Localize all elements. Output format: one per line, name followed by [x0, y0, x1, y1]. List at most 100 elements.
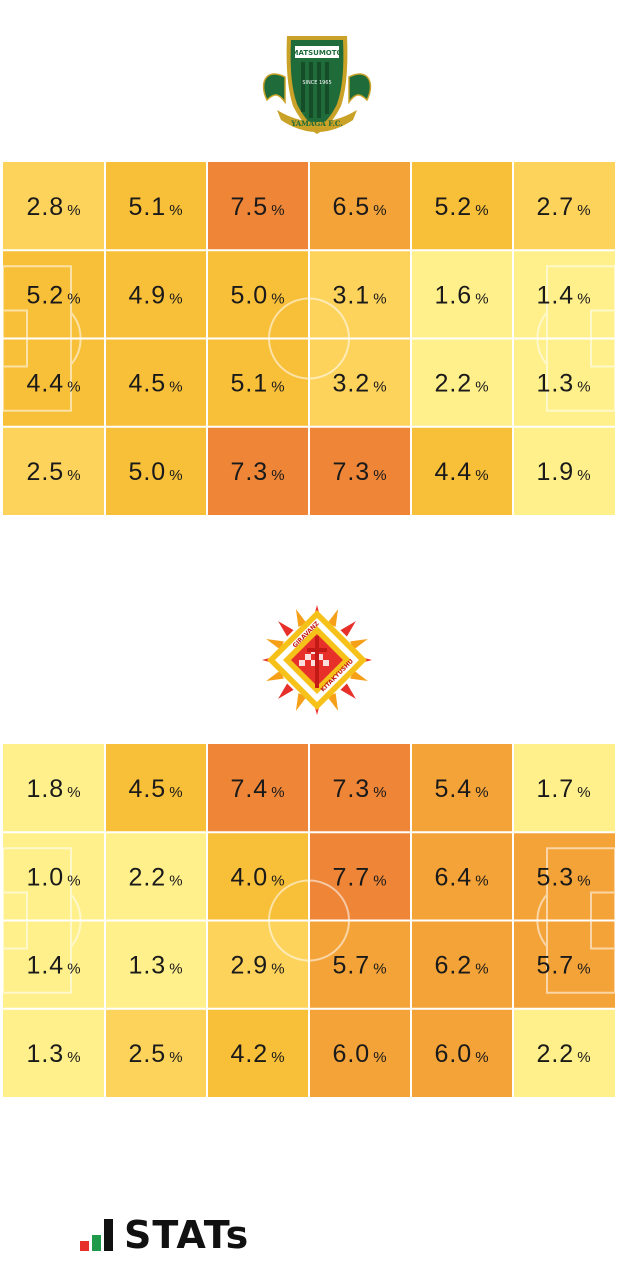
heatmap-cell [207, 1008, 309, 1097]
heatmap-cell-label: 6.0% [434, 1040, 489, 1068]
heatmap-cell [105, 162, 207, 251]
heatmap-cell-label: 2.2% [536, 1040, 591, 1068]
heatmap-cell [3, 338, 105, 427]
heatmap-cell-unit: % [475, 961, 489, 978]
heatmap-cell-unit: % [373, 961, 387, 978]
heatmap-team-1: 2.8% 5.1% 7.5% 6.5% 5.2% 2.7% 5.2% 4.9% 5.0% 3.1%… [3, 162, 615, 515]
crest-sun-ray [277, 683, 294, 699]
heatmap-cell-unit: % [271, 784, 285, 801]
heatmap-cell [513, 426, 615, 515]
heatmap-cell [411, 162, 513, 251]
heatmap-cell-unit: % [271, 872, 285, 889]
heatmap-cell-unit: % [475, 379, 489, 396]
heatmap-cell [411, 250, 513, 339]
heatmap-cell [411, 338, 513, 427]
crest-sun-ray [295, 609, 307, 627]
heatmap-cell-unit: % [373, 290, 387, 307]
giravanz-kitakyushu-crest-icon: GIRAVANZ KITAKYUSHU [261, 605, 372, 715]
heatmap-cell [105, 920, 207, 1009]
crest-sun-ray [277, 621, 294, 637]
heatmap-cell [105, 744, 207, 833]
team-2-crest: GIRAVANZ KITAKYUSHU [0, 604, 633, 716]
heatmap-cell [309, 426, 411, 515]
heatmap-cell [411, 920, 513, 1009]
heatmap-cell-unit: % [271, 290, 285, 307]
crest-sun-ray [339, 683, 356, 699]
heatmap-cell-unit: % [271, 379, 285, 396]
heatmap-cell-label: 6.5% [332, 193, 387, 221]
heatmap-cell-unit: % [373, 1049, 387, 1066]
heatmap-cell-unit: % [373, 784, 387, 801]
heatmap-cell [3, 744, 105, 833]
heatmap-cell-unit: % [271, 1049, 285, 1066]
heatmap-cell-unit: % [67, 1049, 81, 1066]
heatmap-cell-unit: % [271, 202, 285, 219]
heatmap-cell-unit: % [577, 290, 591, 307]
heatmap-cell-unit: % [475, 202, 489, 219]
heatmap-cell-unit: % [169, 290, 183, 307]
heatmap-cell [411, 744, 513, 833]
heatmap-cell-unit: % [373, 202, 387, 219]
crest-bottom-text: YAMAGA F.C. [290, 119, 343, 128]
heatmap-cell-unit: % [577, 784, 591, 801]
heatmap-cell [513, 250, 615, 339]
heatmap-cell [309, 250, 411, 339]
heatmap-cell-unit: % [67, 467, 81, 484]
heatmap-cell [3, 426, 105, 515]
heatmap-cell [411, 426, 513, 515]
heatmap-cell [309, 162, 411, 251]
heatmap-cell-unit: % [373, 467, 387, 484]
heatmap-cell [513, 832, 615, 921]
heatmap-cell [3, 250, 105, 339]
heatmap-cell-unit: % [577, 1049, 591, 1066]
heatmap-team-2: 1.8% 4.5% 7.4% 7.3% 5.4% 1.7% 1.0% 2.2% 4.0% 7.7%… [3, 744, 615, 1097]
heatmap-cell [513, 920, 615, 1009]
heatmap-cell [207, 426, 309, 515]
heatmap-grid [3, 162, 615, 515]
heatmap-cell-unit: % [373, 379, 387, 396]
heatmap-cell [3, 920, 105, 1009]
heatmap-cell-unit: % [67, 202, 81, 219]
heatmap-cell-label: 5.2% [434, 193, 489, 221]
stats-logo-text: STATs [124, 1213, 250, 1257]
heatmap-cell-unit: % [67, 784, 81, 801]
crest-top-text: MATSUMOTO [291, 49, 342, 57]
heatmap-cell [105, 832, 207, 921]
crest-sun-ray [295, 693, 307, 711]
crest-sun-ray [265, 638, 284, 650]
heatmap-cell [513, 744, 615, 833]
matsumoto-yamaga-crest-icon: MATSUMOTO SINCE 1965 YAMAGA F.C. [262, 36, 371, 134]
heatmap-cell-unit: % [67, 872, 81, 889]
heatmap-cell-unit: % [577, 872, 591, 889]
crest-sun-ray [349, 638, 368, 650]
crest-sun-ray [326, 693, 338, 711]
heatmap-cell-unit: % [577, 202, 591, 219]
heatmap-cell-unit: % [475, 872, 489, 889]
heatmap-cell [207, 920, 309, 1009]
heatmap-cell [513, 162, 615, 251]
heatmap-grid [3, 744, 615, 1097]
heatmap-cell-unit: % [373, 872, 387, 889]
heatmap-cell [105, 1008, 207, 1097]
heatmap-cell [3, 832, 105, 921]
heatmap-cell [207, 832, 309, 921]
heatmap-cell-unit: % [169, 379, 183, 396]
heatmap-cell-unit: % [169, 1049, 183, 1066]
heatmap-cell-unit: % [271, 961, 285, 978]
heatmap-cell-unit: % [475, 784, 489, 801]
heatmap-cell [207, 744, 309, 833]
heatmap-cell-unit: % [475, 467, 489, 484]
heatmap-cell-label: 2.2% [128, 863, 183, 891]
heatmap-cell [207, 250, 309, 339]
heatmap-cell-unit: % [169, 872, 183, 889]
heatmap-cell-unit: % [67, 290, 81, 307]
heatmap-cell [207, 338, 309, 427]
crest-since-text: SINCE 1965 [302, 80, 331, 86]
crest-sun-ray [265, 670, 284, 682]
heatmap-team-2-svg: 1.8% 4.5% 7.4% 7.3% 5.4% 1.7 %1.0% 2.2% 4.0% 7.7%… [3, 744, 615, 1097]
heatmap-cell [309, 832, 411, 921]
heatmap-cell-unit: % [577, 379, 591, 396]
heatmap-cell-label: 4.4% [434, 458, 489, 486]
heatmap-cell-unit: % [169, 784, 183, 801]
crest-sun-ray [349, 670, 368, 682]
